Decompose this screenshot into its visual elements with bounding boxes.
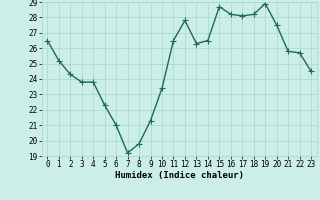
X-axis label: Humidex (Indice chaleur): Humidex (Indice chaleur) (115, 171, 244, 180)
